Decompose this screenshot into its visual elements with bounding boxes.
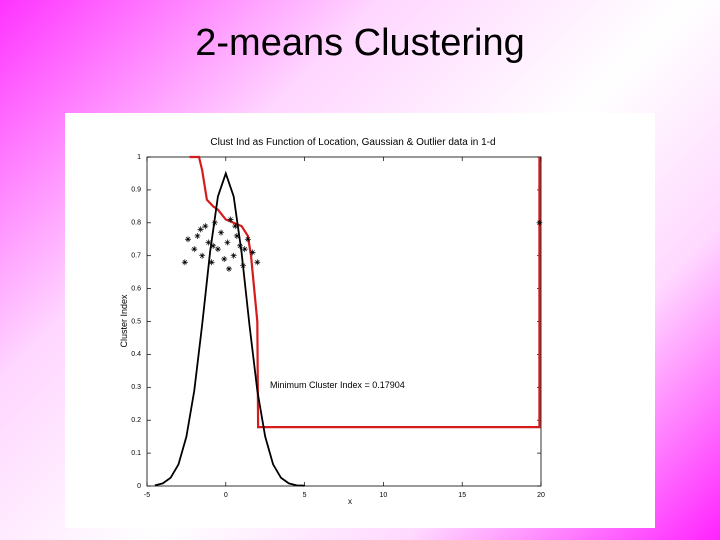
y-axis-label: Cluster Index: [119, 294, 129, 348]
data-point: [536, 219, 543, 226]
data-line: [189, 155, 541, 429]
y-tick-label: 0: [137, 483, 141, 490]
x-tick-label: 15: [458, 492, 466, 499]
y-tick-label: 0.7: [131, 253, 141, 260]
data-point: [214, 246, 221, 253]
chart: Clust Ind as Function of Location, Gauss…: [65, 113, 655, 528]
data-point: [194, 232, 201, 239]
figure-background: [65, 113, 655, 528]
data-line: [154, 170, 305, 487]
y-tick-label: 0.6: [131, 285, 141, 292]
data-point: [240, 262, 247, 269]
y-tick-label: 0.3: [131, 384, 141, 391]
data-point: [191, 246, 198, 253]
slide-title: 2-means Clustering: [195, 22, 525, 64]
data-point: [227, 216, 234, 223]
data-point: [197, 226, 204, 233]
y-tick-label: 0.8: [131, 220, 141, 227]
x-tick-label: 10: [380, 492, 388, 499]
y-tick-label: 0.4: [131, 351, 141, 358]
data-point: [225, 265, 232, 272]
data-point: [184, 236, 191, 243]
data-point: [249, 249, 256, 256]
data-point: [181, 259, 188, 266]
data-point: [230, 252, 237, 259]
data-point: [202, 223, 209, 230]
data-point: [232, 223, 239, 230]
data-point: [208, 259, 215, 266]
x-axis-label: x: [348, 497, 352, 506]
data-point: [221, 255, 228, 262]
data-point: [233, 232, 240, 239]
data-point: [244, 236, 251, 243]
x-tick-label: 20: [537, 492, 545, 499]
data-point: [224, 239, 231, 246]
data-point: [210, 242, 217, 249]
y-tick-label: 0.1: [131, 450, 141, 457]
y-tick-label: 1: [137, 154, 141, 161]
data-point: [241, 246, 248, 253]
chart-title: Clust Ind as Function of Location, Gauss…: [210, 137, 495, 148]
data-point: [199, 252, 206, 259]
data-point: [254, 259, 261, 266]
data-point: [236, 242, 243, 249]
data-point: [205, 239, 212, 246]
data-point: [218, 229, 225, 236]
annotation: Minimum Cluster Index = 0.17904: [270, 380, 405, 390]
x-tick-label: 5: [303, 492, 307, 499]
y-tick-label: 0.9: [131, 187, 141, 194]
x-tick-label: 0: [224, 492, 228, 499]
data-point: [211, 219, 218, 226]
y-tick-label: 0.2: [131, 417, 141, 424]
x-tick-label: -5: [144, 492, 150, 499]
y-tick-label: 0.5: [131, 318, 141, 325]
